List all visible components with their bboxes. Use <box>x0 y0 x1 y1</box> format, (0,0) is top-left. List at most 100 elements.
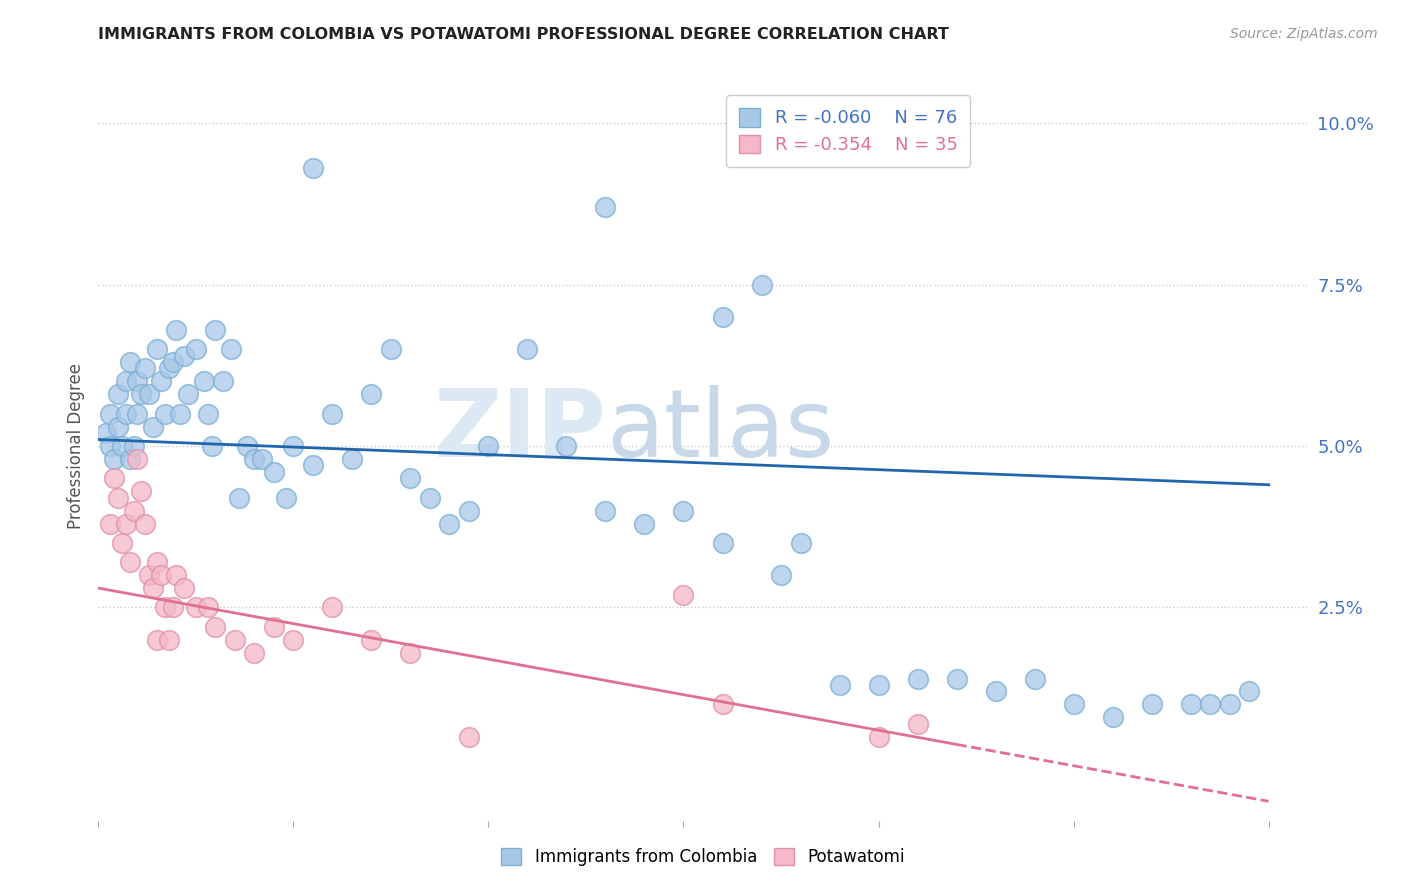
Point <box>212 375 235 389</box>
Text: atlas: atlas <box>606 385 835 477</box>
Point <box>516 342 538 356</box>
Point <box>458 730 481 744</box>
Point <box>204 620 226 634</box>
Point <box>153 600 176 615</box>
Point <box>118 555 141 569</box>
Point <box>321 407 343 421</box>
Point <box>96 426 118 441</box>
Point <box>149 568 172 582</box>
Point <box>252 451 274 466</box>
Point <box>789 536 811 550</box>
Point <box>142 581 165 595</box>
Point <box>1237 684 1260 698</box>
Point <box>146 632 169 647</box>
Point <box>243 451 266 466</box>
Point <box>111 536 134 550</box>
Point <box>751 277 773 292</box>
Point <box>146 342 169 356</box>
Point <box>184 600 207 615</box>
Point <box>127 407 149 421</box>
Point <box>184 342 207 356</box>
Point <box>1063 698 1085 712</box>
Point <box>134 361 156 376</box>
Point <box>157 632 180 647</box>
Point <box>419 491 441 505</box>
Point <box>162 600 184 615</box>
Point <box>98 516 121 531</box>
Point <box>162 355 184 369</box>
Point <box>103 471 125 485</box>
Point <box>177 387 200 401</box>
Point <box>711 536 734 550</box>
Point <box>595 200 617 214</box>
Text: IMMIGRANTS FROM COLOMBIA VS POTAWATOMI PROFESSIONAL DEGREE CORRELATION CHART: IMMIGRANTS FROM COLOMBIA VS POTAWATOMI P… <box>98 27 949 42</box>
Point <box>340 451 363 466</box>
Point <box>672 588 695 602</box>
Point <box>219 342 242 356</box>
Point <box>98 439 121 453</box>
Point <box>114 407 136 421</box>
Point <box>1140 698 1163 712</box>
Point <box>243 646 266 660</box>
Point <box>146 555 169 569</box>
Legend: Immigrants from Colombia, Potawatomi: Immigrants from Colombia, Potawatomi <box>494 840 912 875</box>
Point <box>1199 698 1222 712</box>
Point <box>399 646 422 660</box>
Point <box>711 698 734 712</box>
Point <box>868 730 890 744</box>
Point <box>118 355 141 369</box>
Point <box>122 439 145 453</box>
Point <box>283 632 305 647</box>
Point <box>945 672 967 686</box>
Point <box>134 516 156 531</box>
Point <box>103 451 125 466</box>
Point <box>197 407 219 421</box>
Point <box>114 516 136 531</box>
Point <box>111 439 134 453</box>
Point <box>107 387 129 401</box>
Point <box>263 620 285 634</box>
Point <box>1101 710 1123 724</box>
Point <box>984 684 1007 698</box>
Point <box>107 491 129 505</box>
Point <box>114 375 136 389</box>
Point <box>380 342 402 356</box>
Point <box>360 387 382 401</box>
Legend: R = -0.060    N = 76, R = -0.354    N = 35: R = -0.060 N = 76, R = -0.354 N = 35 <box>725 95 970 167</box>
Point <box>274 491 297 505</box>
Point <box>157 361 180 376</box>
Point <box>595 503 617 517</box>
Point <box>118 451 141 466</box>
Point <box>1024 672 1046 686</box>
Point <box>193 375 215 389</box>
Point <box>711 310 734 324</box>
Point <box>224 632 246 647</box>
Point <box>439 516 461 531</box>
Point <box>122 503 145 517</box>
Point <box>165 323 187 337</box>
Point <box>138 568 160 582</box>
Point <box>142 419 165 434</box>
Point <box>200 439 222 453</box>
Point <box>138 387 160 401</box>
Point <box>907 716 929 731</box>
Point <box>1219 698 1241 712</box>
Point <box>131 387 153 401</box>
Point <box>107 419 129 434</box>
Point <box>868 678 890 692</box>
Point <box>477 439 499 453</box>
Point <box>321 600 343 615</box>
Text: ZIP: ZIP <box>433 385 606 477</box>
Y-axis label: Professional Degree: Professional Degree <box>66 363 84 529</box>
Point <box>1180 698 1202 712</box>
Point <box>828 678 851 692</box>
Point <box>153 407 176 421</box>
Point <box>204 323 226 337</box>
Point <box>197 600 219 615</box>
Point <box>458 503 481 517</box>
Point <box>173 581 195 595</box>
Point <box>360 632 382 647</box>
Point <box>98 407 121 421</box>
Point <box>302 458 325 473</box>
Point <box>555 439 578 453</box>
